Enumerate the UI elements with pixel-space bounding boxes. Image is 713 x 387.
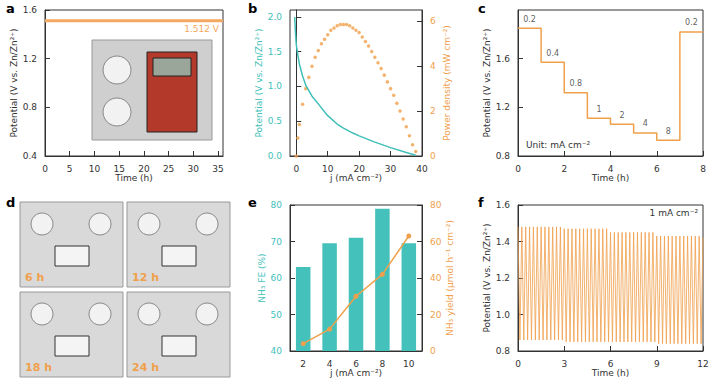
- svg-text:2: 2: [561, 164, 567, 174]
- svg-text:0.2: 0.2: [685, 18, 698, 27]
- svg-text:1.5: 1.5: [268, 47, 282, 57]
- svg-text:24 h: 24 h: [132, 361, 159, 374]
- svg-text:40: 40: [416, 164, 428, 174]
- svg-text:NH₃ yield (μmol h⁻¹ cm⁻²): NH₃ yield (μmol h⁻¹ cm⁻²): [445, 220, 455, 336]
- svg-text:d: d: [6, 195, 15, 210]
- svg-text:0: 0: [293, 164, 299, 174]
- svg-text:30: 30: [188, 164, 200, 174]
- svg-text:1.2: 1.2: [23, 54, 37, 64]
- svg-text:1.6: 1.6: [23, 5, 38, 15]
- svg-text:0.4: 0.4: [23, 151, 38, 161]
- svg-text:0.5: 0.5: [268, 116, 282, 126]
- svg-text:2: 2: [620, 111, 625, 120]
- svg-text:80: 80: [271, 200, 283, 210]
- svg-text:a: a: [6, 1, 15, 16]
- svg-text:10: 10: [89, 164, 101, 174]
- svg-text:NH₃ FE (%): NH₃ FE (%): [257, 253, 267, 302]
- svg-text:40: 40: [271, 346, 283, 356]
- svg-text:80: 80: [430, 200, 442, 210]
- svg-text:6 h: 6 h: [25, 271, 44, 284]
- svg-text:0: 0: [515, 164, 521, 174]
- svg-text:Potential (V vs. Zn/Zn²⁺): Potential (V vs. Zn/Zn²⁺): [254, 28, 264, 137]
- svg-text:Power density (mW cm⁻²): Power density (mW cm⁻²): [442, 25, 452, 141]
- svg-text:0.8: 0.8: [23, 102, 38, 112]
- svg-text:1: 1: [596, 105, 601, 114]
- svg-text:Potential (V vs. Zn/Zn²⁺): Potential (V vs. Zn/Zn²⁺): [482, 28, 492, 137]
- svg-text:0: 0: [42, 164, 48, 174]
- svg-text:Time (h): Time (h): [591, 368, 630, 378]
- svg-text:2: 2: [300, 359, 306, 369]
- svg-text:70: 70: [271, 237, 283, 247]
- svg-text:6: 6: [430, 16, 436, 26]
- svg-text:0.0: 0.0: [268, 151, 283, 161]
- svg-text:0.8: 0.8: [496, 151, 511, 161]
- svg-text:50: 50: [271, 310, 283, 320]
- svg-text:0: 0: [515, 359, 521, 369]
- svg-text:6: 6: [353, 359, 359, 369]
- svg-text:1.0: 1.0: [268, 81, 283, 91]
- svg-text:c: c: [478, 1, 486, 16]
- svg-text:j (mA cm⁻²): j (mA cm⁻²): [329, 368, 382, 378]
- svg-text:0.8: 0.8: [496, 346, 511, 356]
- svg-text:2: 2: [430, 106, 436, 116]
- svg-text:0: 0: [430, 151, 436, 161]
- svg-text:1.2: 1.2: [496, 273, 510, 283]
- svg-text:0.4: 0.4: [546, 49, 559, 58]
- svg-text:4: 4: [608, 164, 614, 174]
- svg-text:20: 20: [138, 164, 150, 174]
- svg-text:1.6: 1.6: [496, 54, 511, 64]
- svg-text:4: 4: [327, 359, 333, 369]
- svg-text:6: 6: [608, 359, 614, 369]
- svg-text:j (mA cm⁻²): j (mA cm⁻²): [329, 173, 382, 183]
- svg-text:12: 12: [697, 359, 708, 369]
- svg-text:Time (h): Time (h): [591, 173, 630, 183]
- svg-text:25: 25: [163, 164, 174, 174]
- svg-text:4: 4: [643, 119, 648, 128]
- svg-text:12 h: 12 h: [132, 271, 159, 284]
- svg-text:f: f: [478, 195, 484, 210]
- svg-text:0.2: 0.2: [523, 15, 536, 24]
- svg-text:10: 10: [322, 164, 334, 174]
- svg-text:30: 30: [385, 164, 397, 174]
- svg-text:1.6: 1.6: [496, 200, 511, 210]
- svg-text:Potential (V vs. Zn/Zn²⁺): Potential (V vs. Zn/Zn²⁺): [9, 28, 19, 137]
- svg-text:20: 20: [353, 164, 365, 174]
- svg-text:20: 20: [430, 310, 442, 320]
- svg-text:60: 60: [271, 273, 283, 283]
- svg-text:15: 15: [113, 164, 124, 174]
- svg-text:3: 3: [561, 359, 567, 369]
- svg-text:10: 10: [403, 359, 415, 369]
- svg-text:1.2: 1.2: [496, 102, 510, 112]
- svg-text:4: 4: [430, 61, 436, 71]
- svg-text:5: 5: [67, 164, 73, 174]
- svg-text:Time (h): Time (h): [114, 173, 153, 183]
- svg-text:6: 6: [654, 164, 660, 174]
- svg-text:60: 60: [430, 237, 442, 247]
- svg-text:8: 8: [700, 164, 706, 174]
- svg-text:18 h: 18 h: [25, 361, 52, 374]
- svg-text:0: 0: [430, 346, 436, 356]
- svg-text:Potential (V vs. Zn/Zn²⁺): Potential (V vs. Zn/Zn²⁺): [482, 223, 492, 332]
- svg-text:1.0: 1.0: [496, 310, 511, 320]
- svg-text:9: 9: [654, 359, 660, 369]
- svg-text:b: b: [248, 1, 257, 16]
- svg-text:35: 35: [212, 164, 223, 174]
- svg-text:Unit: mA cm⁻²: Unit: mA cm⁻²: [526, 140, 590, 150]
- svg-text:1.512 V: 1.512 V: [184, 24, 220, 34]
- svg-text:e: e: [248, 195, 257, 210]
- svg-text:2.0: 2.0: [268, 12, 283, 22]
- svg-text:40: 40: [430, 273, 442, 283]
- svg-text:8: 8: [380, 359, 386, 369]
- svg-text:1.4: 1.4: [496, 237, 511, 247]
- svg-text:8: 8: [666, 127, 671, 136]
- svg-text:0.8: 0.8: [569, 79, 582, 88]
- svg-text:1 mA cm⁻²: 1 mA cm⁻²: [650, 208, 699, 218]
